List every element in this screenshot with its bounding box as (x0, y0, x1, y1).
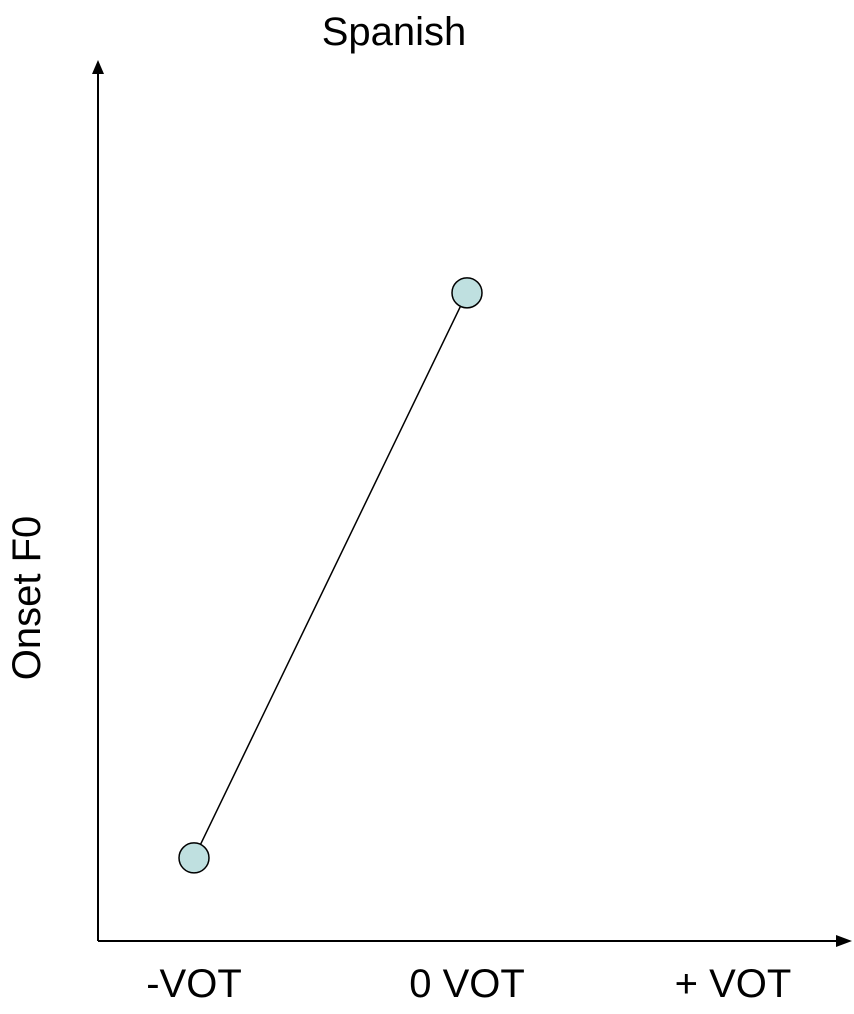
x-tick-label: -VOT (146, 962, 242, 1006)
y-axis-arrowhead (92, 60, 104, 74)
series-layer (178, 277, 483, 874)
x-axis-arrowhead (836, 935, 852, 947)
series-line-segment (193, 292, 468, 859)
x-tick-label: + VOT (675, 962, 792, 1006)
x-tick-label: 0 VOT (409, 962, 525, 1006)
data-point (178, 842, 210, 874)
x-tick-labels: -VOT 0 VOT + VOT (146, 962, 791, 1006)
data-point (451, 277, 483, 309)
y-axis-label: Onset F0 (5, 516, 49, 681)
axes (92, 60, 852, 947)
chart-title: Spanish (322, 10, 467, 54)
